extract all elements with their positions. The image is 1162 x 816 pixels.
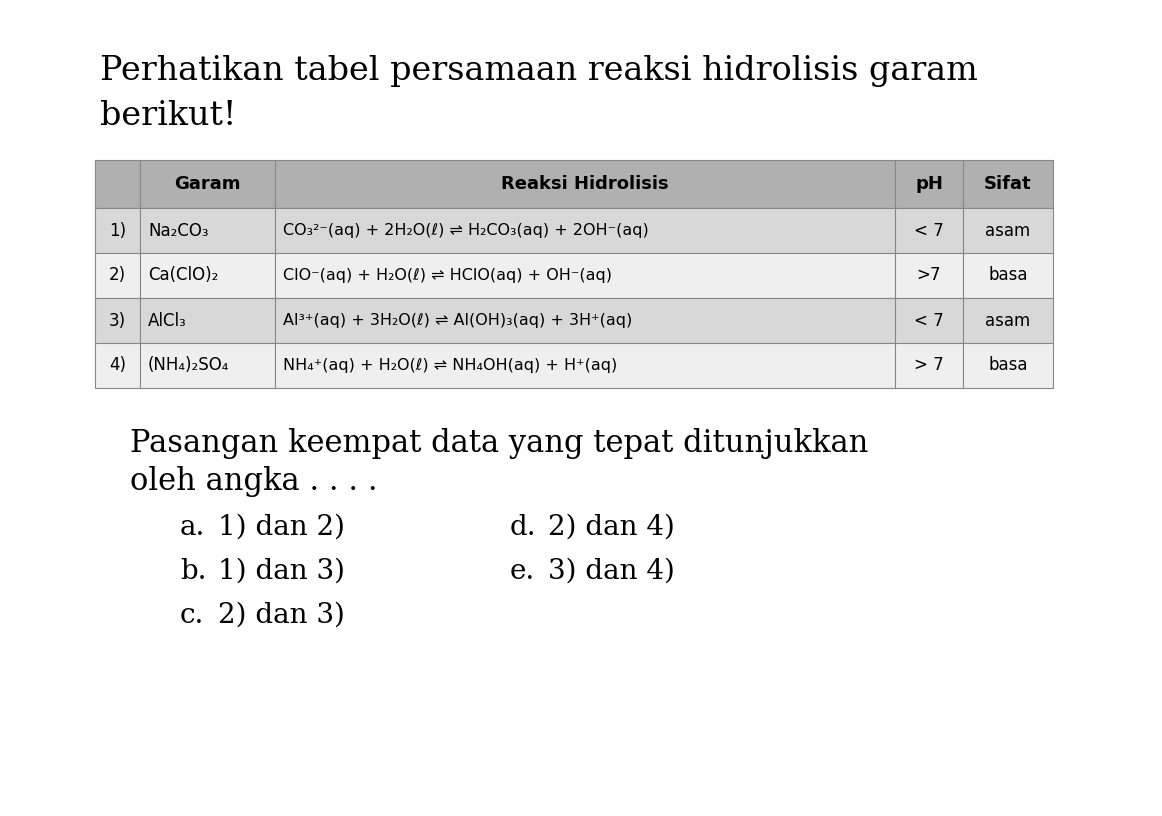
- Bar: [139, 298, 275, 343]
- Text: Ca(ClO)₂: Ca(ClO)₂: [148, 267, 218, 285]
- Text: > 7: > 7: [914, 357, 944, 375]
- Bar: [95, 208, 139, 253]
- Text: 2) dan 4): 2) dan 4): [548, 514, 675, 541]
- Bar: [963, 208, 1053, 253]
- Bar: [963, 253, 1053, 298]
- Bar: [95, 253, 139, 298]
- Bar: [95, 343, 139, 388]
- Bar: [139, 343, 275, 388]
- Text: 1): 1): [109, 221, 125, 240]
- Bar: [895, 343, 963, 388]
- Text: < 7: < 7: [914, 312, 944, 330]
- Text: 3) dan 4): 3) dan 4): [548, 558, 675, 585]
- Text: Perhatikan tabel persamaan reaksi hidrolisis garam: Perhatikan tabel persamaan reaksi hidrol…: [100, 55, 977, 87]
- Bar: [139, 208, 275, 253]
- Text: oleh angka . . . .: oleh angka . . . .: [130, 466, 378, 497]
- Text: AlCl₃: AlCl₃: [148, 312, 187, 330]
- Bar: [895, 160, 963, 208]
- Text: Na₂CO₃: Na₂CO₃: [148, 221, 208, 240]
- Text: asam: asam: [985, 221, 1031, 240]
- Bar: [275, 253, 895, 298]
- Bar: [139, 253, 275, 298]
- Text: Garam: Garam: [174, 175, 241, 193]
- Text: CO₃²⁻(aq) + 2H₂O(ℓ) ⇌ H₂CO₃(aq) + 2OH⁻(aq): CO₃²⁻(aq) + 2H₂O(ℓ) ⇌ H₂CO₃(aq) + 2OH⁻(a…: [284, 223, 648, 238]
- Text: NH₄⁺(aq) + H₂O(ℓ) ⇌ NH₄OH(aq) + H⁺(aq): NH₄⁺(aq) + H₂O(ℓ) ⇌ NH₄OH(aq) + H⁺(aq): [284, 358, 617, 373]
- Text: e.: e.: [510, 558, 536, 585]
- Bar: [963, 343, 1053, 388]
- Bar: [963, 298, 1053, 343]
- Text: pH: pH: [914, 175, 942, 193]
- Text: Sifat: Sifat: [984, 175, 1032, 193]
- Text: berikut!: berikut!: [100, 100, 236, 132]
- Text: Reaksi Hidrolisis: Reaksi Hidrolisis: [501, 175, 669, 193]
- Bar: [275, 208, 895, 253]
- Text: Pasangan keempat data yang tepat ditunjukkan: Pasangan keempat data yang tepat ditunju…: [130, 428, 868, 459]
- Text: ClO⁻(aq) + H₂O(ℓ) ⇌ HClO(aq) + OH⁻(aq): ClO⁻(aq) + H₂O(ℓ) ⇌ HClO(aq) + OH⁻(aq): [284, 268, 612, 283]
- Bar: [95, 298, 139, 343]
- Text: c.: c.: [180, 602, 205, 629]
- Bar: [139, 160, 275, 208]
- Text: a.: a.: [180, 514, 206, 541]
- Bar: [275, 160, 895, 208]
- Text: 4): 4): [109, 357, 125, 375]
- Text: Al³⁺(aq) + 3H₂O(ℓ) ⇌ Al(OH)₃(aq) + 3H⁺(aq): Al³⁺(aq) + 3H₂O(ℓ) ⇌ Al(OH)₃(aq) + 3H⁺(a…: [284, 313, 632, 328]
- Text: 2): 2): [109, 267, 125, 285]
- Text: basa: basa: [988, 267, 1027, 285]
- Text: < 7: < 7: [914, 221, 944, 240]
- Text: 3): 3): [109, 312, 125, 330]
- Bar: [963, 160, 1053, 208]
- Text: basa: basa: [988, 357, 1027, 375]
- Text: b.: b.: [180, 558, 207, 585]
- Text: (NH₄)₂SO₄: (NH₄)₂SO₄: [148, 357, 229, 375]
- Bar: [895, 298, 963, 343]
- Text: >7: >7: [917, 267, 941, 285]
- Bar: [895, 253, 963, 298]
- Bar: [895, 208, 963, 253]
- Text: 1) dan 3): 1) dan 3): [218, 558, 345, 585]
- Bar: [275, 343, 895, 388]
- Text: asam: asam: [985, 312, 1031, 330]
- Text: 2) dan 3): 2) dan 3): [218, 602, 345, 629]
- Text: 1) dan 2): 1) dan 2): [218, 514, 345, 541]
- Text: d.: d.: [510, 514, 537, 541]
- Bar: [95, 160, 139, 208]
- Bar: [275, 298, 895, 343]
